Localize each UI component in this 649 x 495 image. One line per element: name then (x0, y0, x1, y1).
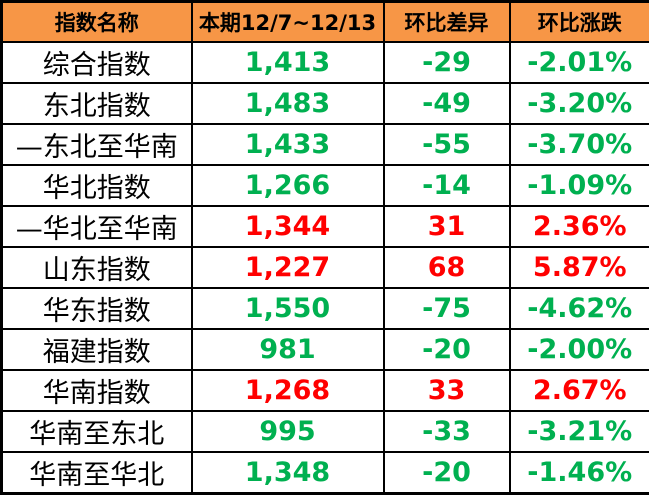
diff-cell: 68 (384, 247, 510, 288)
diff-cell: -20 (384, 452, 510, 494)
index-name-cell: 福建指数 (2, 329, 192, 370)
index-name-cell: 华北指数 (2, 165, 192, 206)
diff-cell: -33 (384, 411, 510, 452)
change-cell: -3.21% (510, 411, 649, 452)
change-cell: -3.20% (510, 83, 649, 124)
change-cell: -2.01% (510, 42, 649, 83)
column-header-diff: 环比差异 (384, 2, 510, 43)
index-name-cell: 综合指数 (2, 42, 192, 83)
current-value-cell: 1,413 (192, 42, 384, 83)
diff-cell: -14 (384, 165, 510, 206)
current-value-cell: 1,344 (192, 206, 384, 247)
index-name-cell: 华南至东北 (2, 411, 192, 452)
index-name-cell: 华南指数 (2, 370, 192, 411)
current-value-cell: 1,483 (192, 83, 384, 124)
current-value-cell: 1,268 (192, 370, 384, 411)
diff-cell: 31 (384, 206, 510, 247)
column-header-index-name: 指数名称 (2, 2, 192, 43)
change-cell: 2.36% (510, 206, 649, 247)
current-value-cell: 1,227 (192, 247, 384, 288)
diff-cell: -20 (384, 329, 510, 370)
index-name-cell: —东北至华南 (2, 124, 192, 165)
current-value-cell: 1,550 (192, 288, 384, 329)
diff-cell: 33 (384, 370, 510, 411)
current-value-cell: 1,433 (192, 124, 384, 165)
diff-cell: -75 (384, 288, 510, 329)
diff-cell: -29 (384, 42, 510, 83)
current-value-cell: 981 (192, 329, 384, 370)
change-cell: 5.87% (510, 247, 649, 288)
change-cell: -1.09% (510, 165, 649, 206)
change-cell: -2.00% (510, 329, 649, 370)
column-header-change: 环比涨跌 (510, 2, 649, 43)
index-name-cell: 山东指数 (2, 247, 192, 288)
index-name-cell: 华东指数 (2, 288, 192, 329)
change-cell: 2.67% (510, 370, 649, 411)
current-value-cell: 1,266 (192, 165, 384, 206)
index-name-cell: 华南至华北 (2, 452, 192, 494)
change-cell: -4.62% (510, 288, 649, 329)
diff-cell: -49 (384, 83, 510, 124)
change-cell: -1.46% (510, 452, 649, 494)
current-value-cell: 1,348 (192, 452, 384, 494)
diff-cell: -55 (384, 124, 510, 165)
index-name-cell: —华北至华南 (2, 206, 192, 247)
header-row: 指数名称 本期12/7~12/13 环比差异 环比涨跌 (2, 2, 649, 43)
current-value-cell: 995 (192, 411, 384, 452)
column-header-current-period: 本期12/7~12/13 (192, 2, 384, 43)
change-cell: -3.70% (510, 124, 649, 165)
index-name-cell: 东北指数 (2, 83, 192, 124)
